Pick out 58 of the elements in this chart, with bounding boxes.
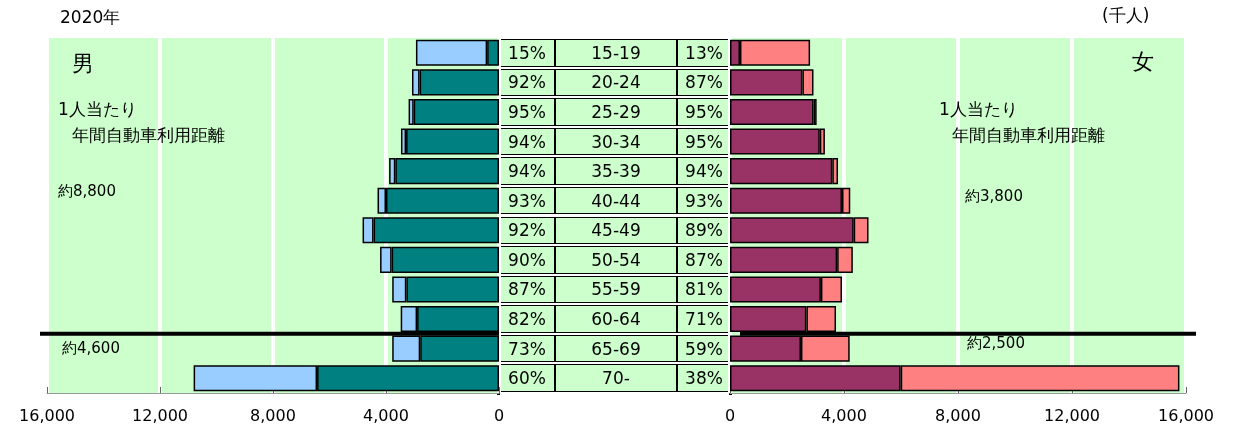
text: 87% [508,279,546,300]
y-tick-label: 70- [602,368,630,389]
text: 94% [508,161,546,182]
x-tick-label: 8,000 [250,405,296,425]
text: 95% [685,101,723,122]
annotation: 1人当たり [939,98,1018,119]
y-tick-label: 15-19 [591,42,641,63]
x-tick-label: 0 [493,405,505,425]
y-tick-label: 45-49 [591,220,641,241]
text: 95% [508,101,546,122]
text: 93% [685,190,723,211]
text: 93% [508,190,546,211]
text: 81% [685,279,723,300]
text: 71% [685,309,723,330]
text: 94% [508,131,546,152]
text: 13% [685,42,723,63]
text: 87% [685,249,723,270]
x-tick-label: 16,000 [1158,405,1214,425]
x-tick-label: 12,000 [1044,405,1100,425]
y-tick-label: 30-34 [591,131,641,152]
annotation: 約3,800 [965,186,1023,205]
annotation: 約8,800 [58,181,116,200]
text: 89% [685,220,723,241]
text: 95% [685,131,723,152]
text: 92% [508,220,546,241]
annotation: 約2,500 [967,333,1025,352]
text: 73% [508,338,546,359]
text: 82% [508,309,546,330]
x-tick-label: 12,000 [132,405,188,425]
y-tick-label: 35-39 [591,161,641,182]
text: 94% [685,161,723,182]
annotation: 1人当たり [58,98,137,119]
text: 60% [508,368,546,389]
text: 87% [685,72,723,93]
chart-title: 2020年 [60,6,121,27]
text: 15% [508,42,546,63]
y-tick-label: 40-44 [591,190,641,211]
x-tick-label: 16,000 [19,405,75,425]
x-tick-label: 4,000 [363,405,409,425]
y-tick-label: 25-29 [591,101,641,122]
annotation: 年間自動車利用距離 [952,124,1105,145]
y-tick-label: 60-64 [591,309,641,330]
y-tick-label: 50-54 [591,249,641,270]
text: 38% [685,368,723,389]
text: (千人) [1102,4,1150,25]
y-tick-label: 65-69 [591,338,641,359]
text: 59% [685,338,723,359]
annotation: 約4,600 [62,338,120,357]
y-tick-label: 55-59 [591,279,641,300]
x-tick-label: 4,000 [821,405,867,425]
x-tick-label: 0 [724,405,736,425]
annotation: 女 [1132,48,1154,74]
text: 90% [508,249,546,270]
text: 92% [508,72,546,93]
x-tick-label: 8,000 [935,405,981,425]
y-tick-label: 20-24 [591,72,641,93]
annotation: 年間自動車利用距離 [72,124,225,145]
annotation: 男 [72,50,94,76]
